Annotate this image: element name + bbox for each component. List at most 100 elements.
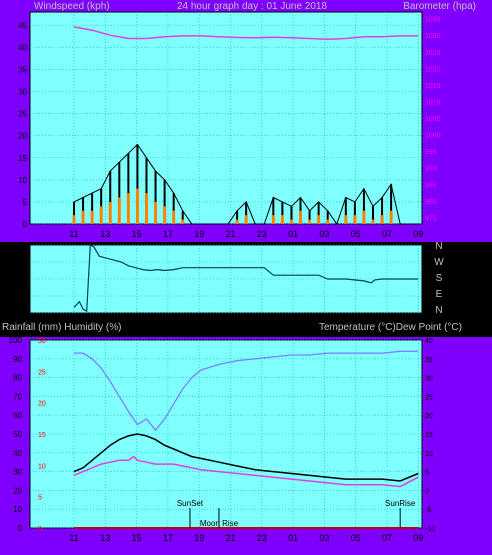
x-tick-label: 13 — [100, 533, 110, 543]
y-tick-label-right: 30 — [425, 376, 433, 383]
y-tick-label-right: 5 — [425, 470, 429, 477]
y-tick-label-left: 80 — [13, 374, 22, 383]
x-tick-label: 05 — [351, 533, 361, 543]
x-tick-label: 19 — [194, 229, 204, 239]
rain-tick-label: 15 — [38, 432, 46, 439]
y-tick-label-left: 30 — [13, 468, 22, 477]
y-tick-label-left: 40 — [13, 449, 22, 458]
lower-header-left: Rainfall (mm) Humidity (%) — [2, 322, 121, 333]
y-tick-label-left: 360 — [15, 243, 27, 250]
y-tick-label-left: 10 — [13, 505, 22, 514]
rain-tick-label: 30 — [38, 338, 46, 345]
moonrise-marker-label: Moon Rise — [200, 519, 239, 528]
y-tick-label-left: 5 — [23, 198, 28, 207]
x-tick-label: 15 — [132, 533, 142, 543]
header-center: 24 hour graph day : 01 June 2018 — [177, 1, 328, 12]
humidity-line — [74, 350, 419, 432]
wind-direction-line — [73, 244, 419, 313]
x-tick-label: 11 — [69, 533, 78, 543]
y-tick-label-left: 0 — [23, 220, 28, 229]
y-tick-label-left: 50 — [13, 430, 22, 439]
y-tick-label-right: 25 — [425, 394, 433, 401]
y-tick-label-right: 35 — [425, 357, 433, 364]
direction-label-s: S — [436, 273, 443, 284]
x-tick-label: 17 — [163, 533, 173, 543]
rain-tick-label: 25 — [38, 369, 46, 376]
y-tick-label-left: 30 — [18, 88, 27, 97]
y-tick-label-left: 90 — [19, 294, 27, 301]
x-tick-label: 19 — [194, 533, 204, 543]
y-tick-label-left: 180 — [15, 277, 27, 284]
x-tick-label: 05 — [351, 229, 361, 239]
y-tick-label-left: 20 — [13, 486, 22, 495]
y-tick-label-right: 980 — [425, 199, 437, 206]
rain-tick-label: 20 — [38, 401, 46, 408]
header-left: Windspeed (kph) — [34, 1, 110, 12]
x-tick-label: 13 — [100, 229, 110, 239]
y-tick-label-right: 990 — [425, 166, 437, 173]
x-tick-label: 21 — [225, 533, 235, 543]
direction-label-n-top: N — [435, 241, 442, 252]
direction-label-e: E — [436, 289, 443, 300]
y-tick-label-left: 70 — [13, 392, 22, 401]
x-tick-label: 03 — [319, 229, 329, 239]
temperature-humidity-panel: 11 13 15 17 19 21 23 01 03 05 07 090102030405060708… — [0, 336, 492, 555]
sunset-marker-label: SunSet — [177, 499, 204, 508]
y-tick-label-left: 0 — [18, 524, 23, 533]
y-tick-label-right: 1030 — [425, 33, 441, 40]
y-tick-label-right: 1000 — [425, 133, 441, 140]
y-tick-label-right: 1015 — [425, 83, 441, 90]
y-tick-label-right: -5 — [425, 507, 431, 514]
direction-label-n-bottom: N — [435, 305, 442, 316]
x-tick-label: 07 — [382, 533, 392, 543]
x-tick-label: 23 — [257, 533, 267, 543]
barometer-line — [73, 26, 419, 40]
y-tick-label-right: 20 — [425, 413, 433, 420]
y-tick-label-right: 1035 — [425, 17, 441, 24]
x-tick-label: 03 — [319, 533, 329, 543]
y-tick-label-left: 40 — [18, 43, 27, 52]
y-tick-label-left: 270 — [15, 260, 27, 267]
x-tick-label: 09 — [413, 533, 423, 543]
y-tick-label-right: 1025 — [425, 50, 441, 57]
x-tick-label: 01 — [288, 533, 298, 543]
direction-label-w: W — [434, 257, 444, 268]
rain-tick-label: 5 — [38, 495, 42, 502]
wind-barometer-panel: 11 13 15 17 19 21 23 01 03 05 07 090510152025303540… — [18, 11, 441, 239]
y-tick-label-left: 20 — [18, 132, 27, 141]
y-tick-label-right: -10 — [425, 526, 435, 533]
y-tick-label-left: 35 — [18, 65, 27, 74]
wind-gust-line — [73, 143, 419, 226]
y-tick-label-right: 995 — [425, 149, 437, 156]
dewpoint-line — [73, 455, 419, 488]
x-tick-label: 23 — [257, 229, 267, 239]
y-tick-label-left: 45 — [18, 21, 27, 30]
y-tick-label-right: 985 — [425, 182, 437, 189]
temperature-line — [73, 433, 419, 482]
x-tick-label: 17 — [163, 229, 173, 239]
sunrise-marker-label: SunRise — [385, 499, 416, 508]
y-tick-label-right: 15 — [425, 432, 433, 439]
y-tick-label-left: 0 — [23, 311, 27, 318]
x-tick-label: 07 — [382, 229, 392, 239]
x-tick-label: 21 — [225, 229, 235, 239]
y-tick-label-left: 15 — [18, 154, 27, 163]
header-right: Barometer (hpa) — [403, 1, 476, 12]
x-tick-label: 09 — [413, 229, 423, 239]
x-tick-label: 11 — [69, 229, 78, 239]
y-tick-label-left: 60 — [13, 411, 22, 420]
y-tick-label-right: 1010 — [425, 99, 441, 106]
y-tick-label-left: 90 — [13, 355, 22, 364]
x-tick-label: 15 — [132, 229, 142, 239]
y-tick-label-right: 1020 — [425, 66, 441, 73]
y-tick-label-right: 0 — [425, 488, 429, 495]
y-tick-label-right: 10 — [425, 451, 433, 458]
rain-tick-label: 10 — [38, 463, 46, 470]
y-tick-label-right: 40 — [425, 338, 433, 345]
rain-tick-label: 0 — [38, 526, 42, 533]
y-tick-label-left: 100 — [9, 336, 23, 345]
wind-direction-panel: 0 90 180 270 360 — [15, 243, 423, 318]
y-tick-label-right: 975 — [425, 215, 437, 222]
x-tick-label: 01 — [288, 229, 298, 239]
